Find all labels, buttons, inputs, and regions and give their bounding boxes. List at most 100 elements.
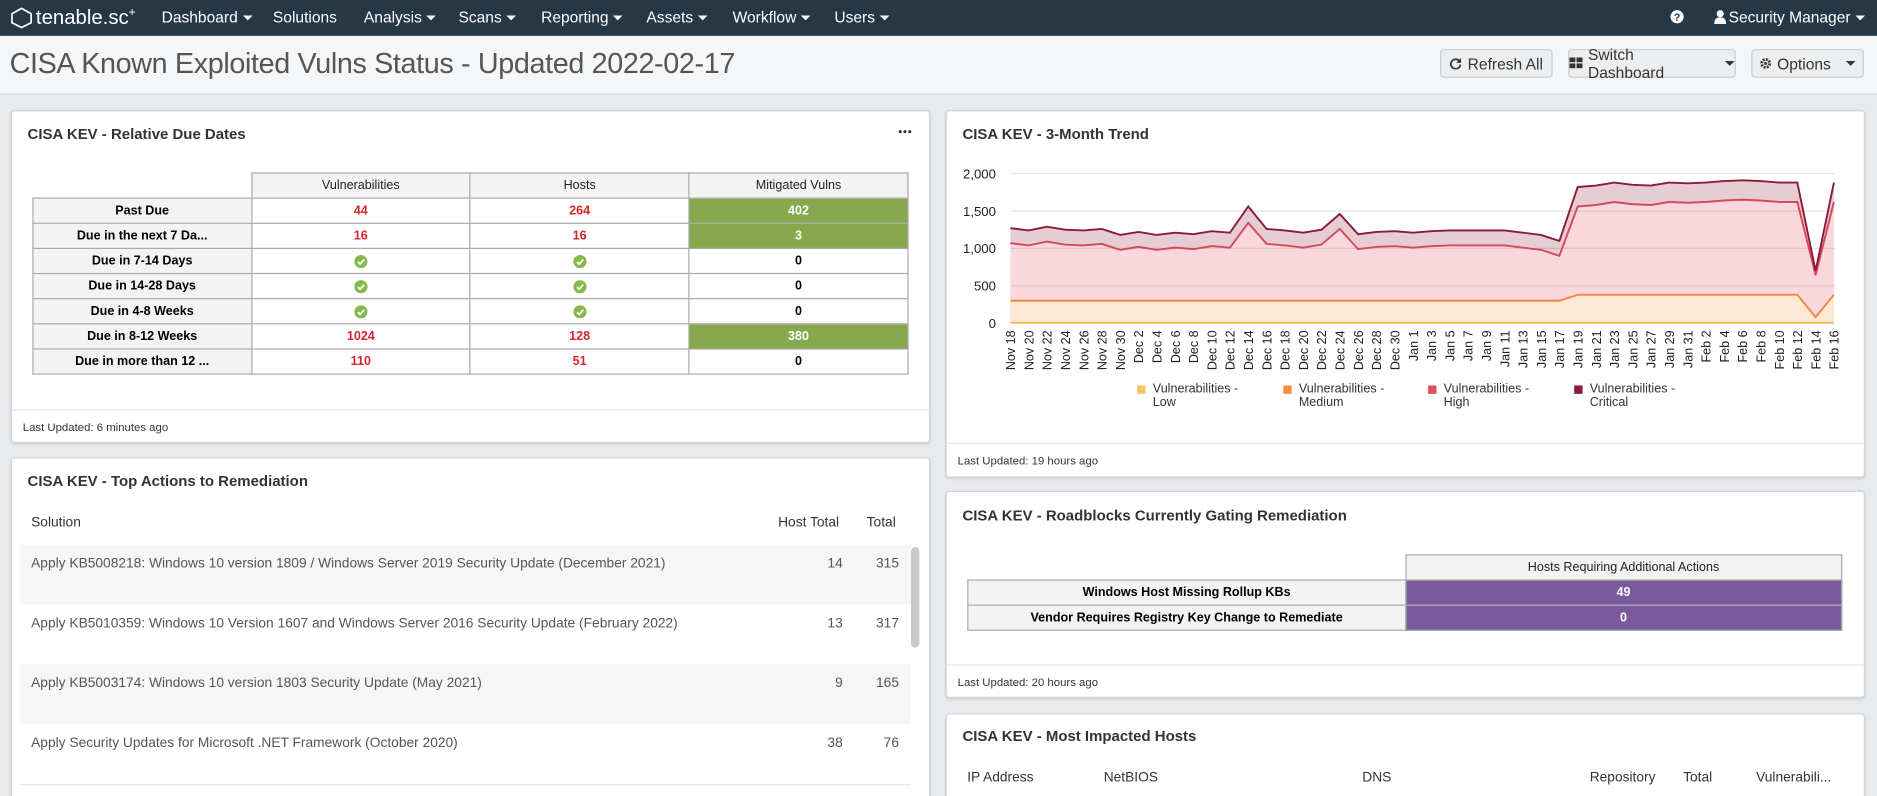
x-tick-label: Nov 28 bbox=[1096, 330, 1110, 370]
check-cell bbox=[250, 272, 471, 300]
switch-dashboard-button[interactable]: Switch Dashboard bbox=[1568, 45, 1736, 81]
legend-item[interactable]: Vulnerabilities - High bbox=[1428, 382, 1547, 409]
row-label: Vendor Requires Registry Key Change to R… bbox=[967, 604, 1406, 631]
column-header: Repository bbox=[1589, 770, 1656, 786]
x-tick-label: Jan 7 bbox=[1462, 330, 1476, 361]
check-circle bbox=[573, 304, 587, 319]
caret bbox=[426, 15, 437, 21]
action-row[interactable]: Apply KB5008218: Windows 10 version 1809… bbox=[19, 544, 911, 606]
y-tick-label: 0 bbox=[989, 316, 996, 331]
check-mark bbox=[576, 258, 584, 266]
area bbox=[1010, 199, 1834, 318]
x-tick-label: Dec 20 bbox=[1297, 330, 1311, 370]
x-tick-label: Dec 26 bbox=[1352, 330, 1366, 370]
caret bbox=[697, 15, 708, 21]
menu-item[interactable]: Workflow bbox=[733, 8, 811, 26]
check-mark bbox=[357, 308, 365, 316]
x-tick-label: Dec 22 bbox=[1315, 330, 1329, 370]
action-row[interactable]: Apply Security Updates for Microsoft .NE… bbox=[19, 724, 911, 786]
page-title: CISA Known Exploited Vulns Status - Upda… bbox=[9, 47, 736, 81]
table-cell: 16 bbox=[469, 222, 690, 249]
x-tick-label: Dec 10 bbox=[1205, 330, 1219, 370]
row-label: Windows Host Missing Rollup KBs bbox=[967, 579, 1406, 606]
area bbox=[1010, 180, 1834, 276]
x-tick-label: Dec 28 bbox=[1370, 330, 1384, 370]
user-name: Security Manager bbox=[1728, 8, 1851, 27]
x-tick-label: Nov 30 bbox=[1114, 330, 1128, 370]
column-header: Total bbox=[1683, 770, 1713, 786]
table-cell: 0 bbox=[688, 298, 909, 325]
check-icon bbox=[573, 304, 587, 319]
line bbox=[1010, 293, 1835, 319]
refresh-button[interactable]: Refresh All bbox=[1440, 49, 1553, 78]
help-icon[interactable]: ? bbox=[1670, 10, 1684, 24]
panel-title: CISA KEV - 3-Month Trend bbox=[962, 125, 1149, 143]
x-tick-label: Jan 17 bbox=[1553, 330, 1567, 368]
scrollbar[interactable] bbox=[910, 547, 920, 648]
check-icon bbox=[354, 279, 368, 293]
x-tick-label: Feb 14 bbox=[1809, 330, 1823, 369]
table-cell: 264 bbox=[469, 197, 690, 224]
menu-item[interactable]: Reporting bbox=[541, 8, 623, 26]
menu-dots[interactable] bbox=[898, 128, 912, 135]
x-tick-label: Nov 26 bbox=[1077, 330, 1091, 370]
row-label: Past Due bbox=[32, 197, 252, 224]
check-circle bbox=[354, 304, 368, 319]
top-actions-panel: CISA KEV - Top Actions to Remediation So… bbox=[10, 457, 931, 796]
legend-item[interactable]: Vulnerabilities - Low bbox=[1137, 382, 1256, 409]
menu-label: Assets bbox=[646, 8, 694, 27]
legend-item[interactable]: Vulnerabilities - Critical bbox=[1574, 381, 1693, 410]
menu-item[interactable]: Analysis bbox=[364, 8, 437, 26]
corner-cell bbox=[33, 173, 251, 198]
x-tick-label: Feb 12 bbox=[1791, 330, 1805, 369]
x-tick-label: Jan 9 bbox=[1480, 330, 1494, 361]
x-tick-label: Dec 6 bbox=[1169, 330, 1183, 363]
menu-item[interactable]: Users bbox=[834, 8, 890, 26]
table-row: Vendor Requires Registry Key Change to R… bbox=[967, 604, 1843, 631]
x-tick-label: Feb 10 bbox=[1773, 330, 1787, 369]
table-cell: 3 bbox=[688, 222, 909, 249]
caret bbox=[242, 15, 253, 21]
legend-swatch bbox=[1428, 385, 1437, 394]
menu-item[interactable]: Solutions bbox=[273, 8, 337, 26]
action-row[interactable]: Apply KB5003174: Windows 10 version 1803… bbox=[19, 664, 911, 726]
header-row: Hosts Requiring Additional Actions bbox=[968, 554, 1843, 581]
user-menu[interactable]: Security Manager bbox=[1729, 8, 1865, 26]
x-tick-label: Dec 12 bbox=[1224, 330, 1238, 370]
user-icon bbox=[1714, 10, 1727, 24]
check-mark bbox=[576, 283, 584, 291]
x-tick-label: Nov 22 bbox=[1041, 330, 1055, 370]
panel-footer: Last Updated: 19 hours ago bbox=[946, 442, 1864, 479]
menu-item[interactable]: Dashboard bbox=[162, 8, 253, 26]
legend-label: Vulnerabilities - Critical bbox=[1589, 381, 1676, 410]
column-header: DNS bbox=[1362, 770, 1392, 786]
y-tick-label: 2,000 bbox=[963, 166, 996, 181]
options-button[interactable]: Options bbox=[1751, 49, 1864, 78]
svg-text:?: ? bbox=[1674, 12, 1681, 24]
solution-text: Apply KB5010359: Windows 10 Version 1607… bbox=[31, 616, 678, 631]
column-header: Solution bbox=[31, 515, 81, 531]
table-cell: 0 bbox=[688, 348, 909, 375]
x-tick-label: Nov 18 bbox=[1004, 330, 1018, 370]
logo: tenable.sc+ bbox=[36, 6, 136, 30]
table-cell: 0 bbox=[688, 272, 909, 300]
legend-swatch bbox=[1137, 385, 1146, 394]
legend-swatch bbox=[1283, 385, 1292, 394]
check-cell bbox=[250, 247, 471, 275]
table-row: Windows Host Missing Rollup KBs 49 bbox=[967, 579, 1843, 606]
table-row: Due in 8-12 Weeks 1024 128 380 bbox=[32, 323, 909, 350]
x-tick-label: Feb 8 bbox=[1754, 330, 1768, 362]
menu-label: Workflow bbox=[732, 8, 797, 27]
x-tick-label: Nov 24 bbox=[1059, 330, 1073, 370]
column-header: Total bbox=[866, 515, 896, 531]
caret bbox=[613, 15, 623, 21]
action-row[interactable]: Apply KB5010359: Windows 10 Version 1607… bbox=[19, 604, 911, 666]
menu-item[interactable]: Assets bbox=[646, 8, 708, 27]
due-dates-table: Vulnerabilities Hosts Mitigated Vulns Past … bbox=[32, 172, 909, 375]
check-circle bbox=[573, 279, 587, 293]
legend-item[interactable]: Vulnerabilities - Medium bbox=[1283, 382, 1402, 409]
check-icon bbox=[573, 254, 587, 268]
table-row: Due in 14-28 Days 0 bbox=[32, 272, 909, 300]
menu-item[interactable]: Scans bbox=[458, 8, 517, 26]
